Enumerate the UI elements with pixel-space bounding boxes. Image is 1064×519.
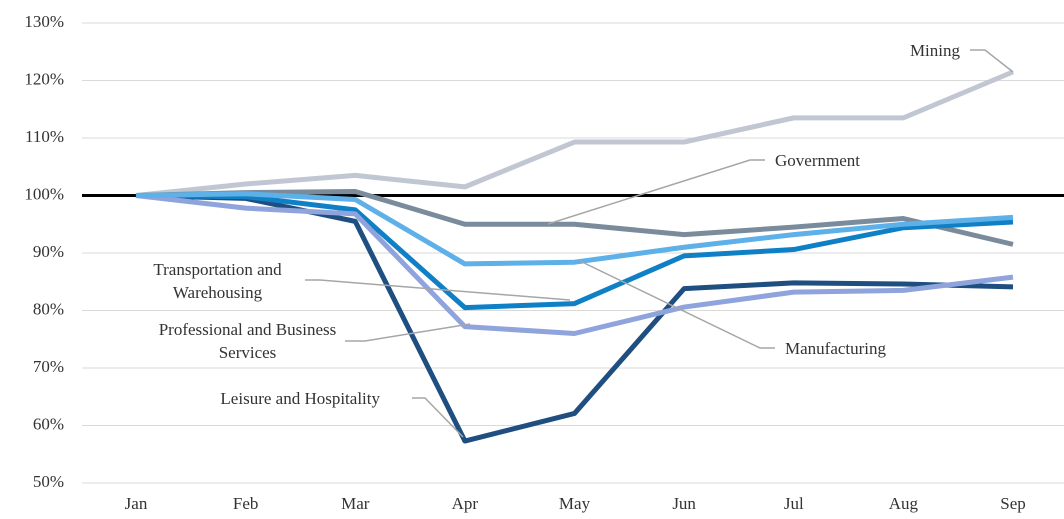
y-tick-label: 90% xyxy=(33,242,64,261)
x-tick-label: Aug xyxy=(889,494,919,513)
y-tick-label: 70% xyxy=(33,357,64,376)
y-tick-label: 130% xyxy=(24,12,64,31)
series-label: Mining xyxy=(909,41,960,60)
series-label: Transportation and Warehousing xyxy=(153,260,282,302)
x-tick-label: Jan xyxy=(125,494,148,513)
series-line xyxy=(135,193,1014,311)
y-tick-label: 80% xyxy=(33,299,64,318)
leader-line xyxy=(579,260,775,349)
x-tick-label: Apr xyxy=(452,494,479,513)
series-label: Leisure and Hospitality xyxy=(220,389,380,408)
y-tick-label: 50% xyxy=(33,472,64,491)
series-line xyxy=(135,188,1014,247)
leader-line xyxy=(345,323,471,342)
leader-line xyxy=(970,49,1014,73)
leader-line xyxy=(305,279,571,301)
series-line xyxy=(135,69,1014,198)
y-tick-label: 110% xyxy=(25,127,64,146)
leader-line xyxy=(547,159,765,225)
x-tick-label: May xyxy=(559,494,591,513)
x-tick-label: Feb xyxy=(233,494,259,513)
y-tick-label: 60% xyxy=(33,414,64,433)
x-tick-label: Mar xyxy=(341,494,370,513)
y-tick-label: 100% xyxy=(24,184,64,203)
leader-line xyxy=(412,397,464,438)
series-label: Professional and Business Services xyxy=(158,320,337,362)
series-label: Government xyxy=(775,151,860,170)
series-line xyxy=(135,193,1014,336)
series-label: Manufacturing xyxy=(785,339,887,358)
series-line xyxy=(135,191,1014,267)
x-tick-label: Jun xyxy=(672,494,696,513)
series-line xyxy=(135,193,1014,444)
x-tick-label: Jul xyxy=(784,494,804,513)
x-tick-label: Sep xyxy=(1000,494,1026,513)
y-tick-label: 120% xyxy=(24,69,64,88)
